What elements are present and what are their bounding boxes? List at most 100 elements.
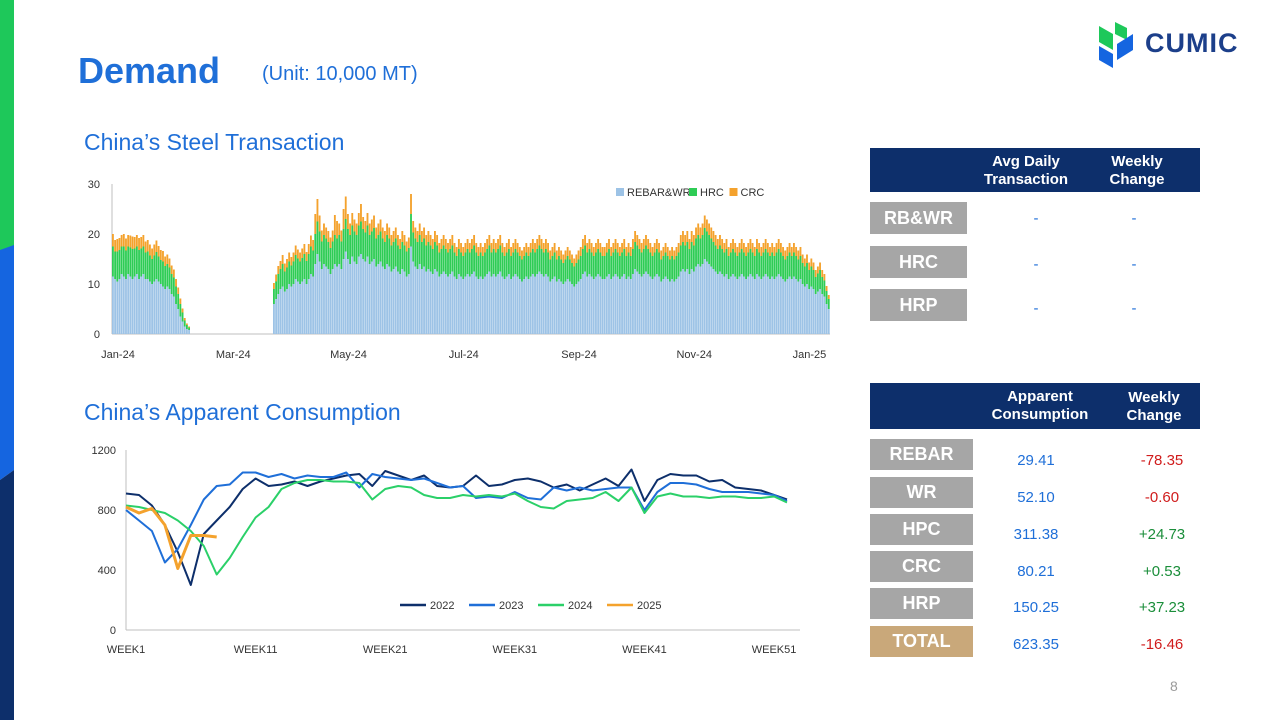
bar-segment-rebar-wr [281, 286, 284, 334]
bar-segment-crc [279, 261, 282, 269]
bar-segment-crc [677, 243, 680, 253]
bar-segment-rebar-wr [664, 276, 667, 334]
bar-segment-hrc [479, 252, 482, 277]
bar-segment-rebar-wr [527, 279, 530, 334]
bar-segment-hrc [453, 252, 456, 277]
bar-segment-rebar-wr [697, 264, 700, 334]
bar-segment-rebar-wr [179, 316, 182, 334]
bar-segment-crc [351, 213, 354, 226]
bar-segment-hrc [148, 255, 151, 282]
bar-segment-rebar-wr [784, 281, 787, 334]
bar-segment-crc [440, 239, 443, 249]
bar-segment-rebar-wr [296, 281, 299, 334]
bar-segment-crc [388, 227, 391, 239]
bar-segment-hrc [175, 286, 177, 304]
bar-segment-crc [162, 251, 164, 262]
bar-segment-rebar-wr [294, 279, 297, 334]
bar-segment-rebar-wr [662, 279, 665, 334]
bar-segment-rebar-wr [753, 279, 756, 334]
bar-segment-rebar-wr [357, 256, 360, 334]
bar-segment-hrc [762, 252, 765, 277]
bar-segment-crc [427, 231, 430, 242]
bar-segment-rebar-wr [725, 274, 728, 334]
steel-transaction-chart: 0 10 20 30 Jan-24 Mar-24 May-24 Jul-24 Sep-24 Nov… [88, 179, 830, 361]
bar-segment-rebar-wr [501, 276, 504, 334]
bar-segment-rebar-wr [629, 279, 632, 334]
bar-segment-hrc [383, 242, 386, 269]
bar-segment-rebar-wr [436, 271, 439, 334]
bar-segment-hrc [658, 252, 660, 277]
bar-segment-hrc [821, 277, 824, 294]
bar-segment-hrc [338, 235, 341, 264]
bar-segment-hrc [401, 242, 404, 269]
bar-segment-rebar-wr [427, 269, 430, 334]
hrp-avg: - [1033, 300, 1039, 317]
bar-segment-hrc [292, 261, 295, 284]
bar-segment-crc [536, 239, 539, 249]
bar-segment-crc [629, 247, 632, 256]
bar-segment-rebar-wr [155, 279, 158, 334]
bar-segment-hrc [573, 266, 576, 287]
bar-segment-rebar-wr [701, 264, 704, 334]
bar-segment-crc [364, 221, 367, 233]
header-weekly-change: Weekly Change [1109, 153, 1165, 188]
bar-segment-crc [742, 243, 745, 253]
bar-segment-hrc [529, 252, 532, 277]
wr-change: -0.60 [1144, 489, 1180, 506]
bar-segment-crc [468, 243, 471, 253]
bar-segment-crc [501, 243, 504, 253]
bar-segment-hrc [344, 219, 347, 252]
bar-segment-crc [484, 243, 486, 253]
bar-segment-hrc [366, 225, 369, 257]
bar-segment-rebar-wr [490, 276, 493, 334]
bar-segment-hrc [142, 246, 145, 274]
bar-segment-rebar-wr [299, 284, 301, 334]
bar-segment-crc [397, 235, 399, 246]
bar-segment-crc [662, 247, 665, 256]
bar-segment-crc [170, 265, 173, 274]
bar-segment-rebar-wr [151, 284, 154, 334]
bar-segment-rebar-wr [560, 281, 563, 334]
bar-segment-hrc [447, 252, 449, 277]
bar-segment-rebar-wr [399, 274, 402, 334]
bar-segment-hrc [296, 258, 299, 282]
bar-segment-rebar-wr [129, 276, 132, 334]
bar-segment-hrc [412, 232, 415, 262]
bar-segment-rebar-wr [823, 296, 826, 334]
bar-segment-crc [592, 247, 595, 256]
bar-segment-rebar-wr [340, 269, 343, 334]
bar-segment-crc [571, 254, 573, 263]
bar-segment-crc [810, 258, 813, 267]
bar-segment-hrc [501, 252, 504, 277]
bar-segment-hrc [653, 252, 656, 277]
bar-segment-hrc [427, 242, 430, 269]
bar-segment-crc [564, 250, 567, 260]
bar-segment-hrc [662, 256, 665, 279]
bar-segment-hrc [547, 252, 550, 277]
consumption-table-header: Apparent Consumption Weekly Change [870, 383, 1200, 429]
bar-segment-crc [175, 279, 177, 287]
legend-swatch [689, 188, 697, 196]
bar-segment-rebar-wr [601, 279, 604, 334]
bar-segment-rebar-wr [666, 279, 669, 334]
bar-segment-hrc [118, 250, 121, 279]
bar-segment-crc [403, 235, 406, 246]
bar-segment-crc [531, 239, 534, 249]
bar-segment-crc [551, 247, 554, 256]
bar-segment-hrc [407, 248, 410, 274]
bar-segment-crc [732, 239, 734, 249]
bar-segment-rebar-wr [797, 281, 800, 334]
bar-segment-crc [292, 252, 295, 262]
bar-segment-hrc [381, 238, 384, 267]
bar-segment-hrc [586, 252, 589, 277]
bar-segment-rebar-wr [788, 276, 791, 334]
bar-segment-rebar-wr [394, 266, 397, 334]
bar-segment-hrc [734, 252, 737, 277]
bar-segment-crc [353, 219, 356, 232]
bar-segment-crc [329, 237, 332, 248]
bar-segment-hrc [351, 225, 354, 257]
bar-segment-crc [303, 244, 306, 254]
bar-segment-rebar-wr [475, 276, 478, 334]
bar-segment-crc [632, 239, 634, 249]
bar-segment-hrc [649, 252, 652, 277]
